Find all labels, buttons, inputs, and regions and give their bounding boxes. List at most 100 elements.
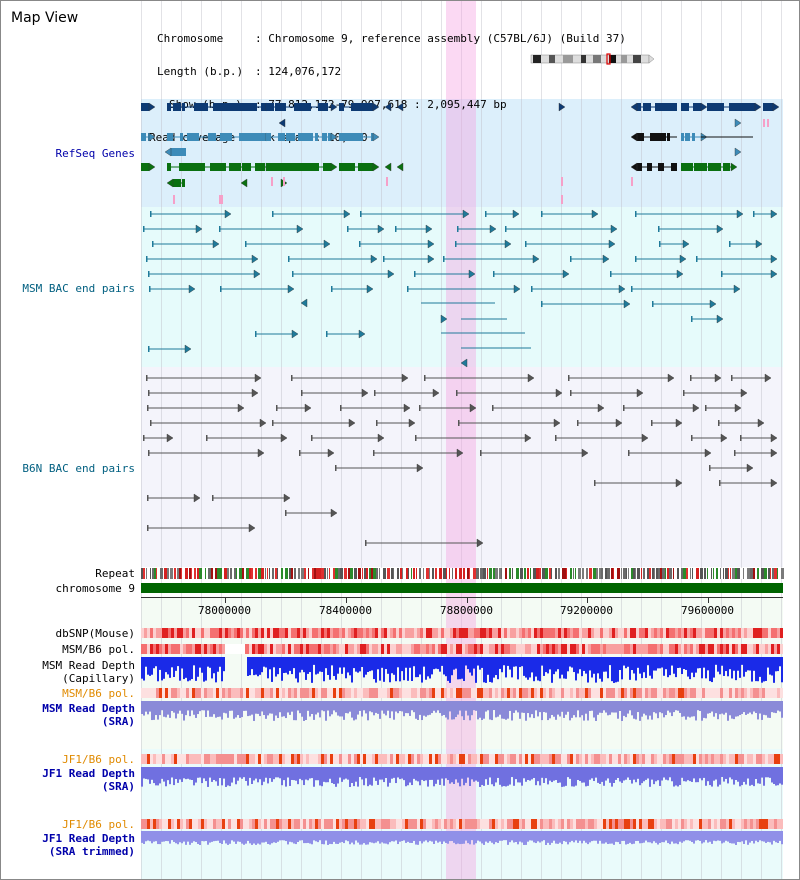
depth-bar [717,701,719,720]
repeat-element [393,568,394,579]
heat-cell [180,688,183,698]
depth-bar [213,767,215,780]
grid-line [681,1,682,879]
depth-bar [275,767,277,778]
repeat-element [249,568,251,579]
heat-cell [639,628,642,638]
heat-cell [333,628,336,638]
heat-cell [339,688,342,698]
depth-bar [455,701,457,718]
heat-cell [768,754,771,764]
heat-cell [294,819,297,829]
depth-bar [629,767,631,780]
bac-end-arrow [212,239,220,249]
depth-bar [759,701,761,714]
depth-bar [445,701,447,718]
chromosome-ideogram-icon[interactable] [529,53,655,65]
repeat-element [371,568,373,579]
depth-bar [383,767,385,783]
gene-exon [171,148,179,156]
bac-end-arrow [330,508,338,518]
depth-bar [181,831,183,844]
refseq-genes-track[interactable] [141,99,783,207]
highlight-region[interactable] [446,1,476,879]
heat-cell [516,754,519,764]
depth-bar [371,767,373,786]
bac-end-arrow [283,493,291,503]
heat-cell [351,628,354,638]
depth-bar [697,831,699,841]
heat-cell [735,628,738,638]
heat-cell [222,644,225,654]
depth-bar [347,831,349,842]
depth-bar [323,767,325,782]
heat-cell [486,754,489,764]
chromosome-bar[interactable] [141,583,783,593]
dbsnp-track[interactable] [141,628,783,638]
heat-cell [579,819,582,829]
depth-bar [493,767,495,787]
repeat-element [660,568,663,579]
depth-bar [307,831,309,843]
gene-exon [167,103,171,111]
depth-bar [339,657,341,668]
depth-bar [161,767,163,779]
depth-bar [263,831,265,843]
depth-bar [173,767,175,786]
depth-bar [213,831,215,842]
repeat-element [643,568,645,579]
depth-bar [379,767,381,780]
depth-bar [499,831,501,841]
heat-cell [753,688,756,698]
depth-bar [513,831,515,843]
msm-b6-pol-cap-track[interactable] [141,644,783,654]
jf1-read-depth-track[interactable] [141,767,783,787]
depth-bar [551,701,553,715]
jf1-b6-pol-2-track[interactable] [141,819,783,829]
heat-cell [669,819,672,829]
msm-bac-end-pairs-track[interactable] [141,207,783,368]
heat-cell [312,644,315,654]
bac-end-arrow [504,239,512,249]
heat-cell [669,688,672,698]
axis-tick [346,597,347,603]
heat-cell [492,644,495,654]
repeat-element [772,568,774,579]
depth-bar [617,701,619,719]
msm-b6-pol-sra-track[interactable] [141,688,783,698]
heat-cell [678,754,681,764]
depth-bar [407,831,409,842]
jf1-read-depth-trim-track[interactable] [141,831,783,845]
bac-end [531,286,533,292]
repeat-element [725,568,728,579]
depth-bar [313,701,315,720]
depth-bar [709,657,711,682]
bac-end [288,256,290,262]
heat-cell [315,628,318,638]
msm-read-depth-cap-track[interactable] [141,657,783,683]
depth-bar [763,701,765,715]
jf1-b6-pol-track[interactable] [141,754,783,764]
heat-cell [273,644,276,654]
msm-read-depth-sra-track[interactable] [141,701,783,721]
depth-bar [639,767,641,786]
heat-cell [147,688,150,698]
b6n-bac-end-pairs-track[interactable] [141,367,783,567]
depth-bar [221,831,223,844]
depth-bar [199,767,201,778]
gene-marker [221,195,223,204]
depth-bar [683,767,685,782]
depth-bar [551,831,553,843]
heat-cell [588,754,591,764]
gene-exon [179,163,189,171]
gene-marker [767,119,769,127]
depth-bar [663,701,665,718]
heat-cell [438,819,441,829]
gene-exon [727,163,730,171]
gene-exon [325,103,328,111]
heat-cell [480,754,483,764]
heat-cell [765,644,768,654]
heat-cell [639,688,642,698]
heat-cell [162,628,165,638]
repeat-track[interactable] [141,568,784,579]
